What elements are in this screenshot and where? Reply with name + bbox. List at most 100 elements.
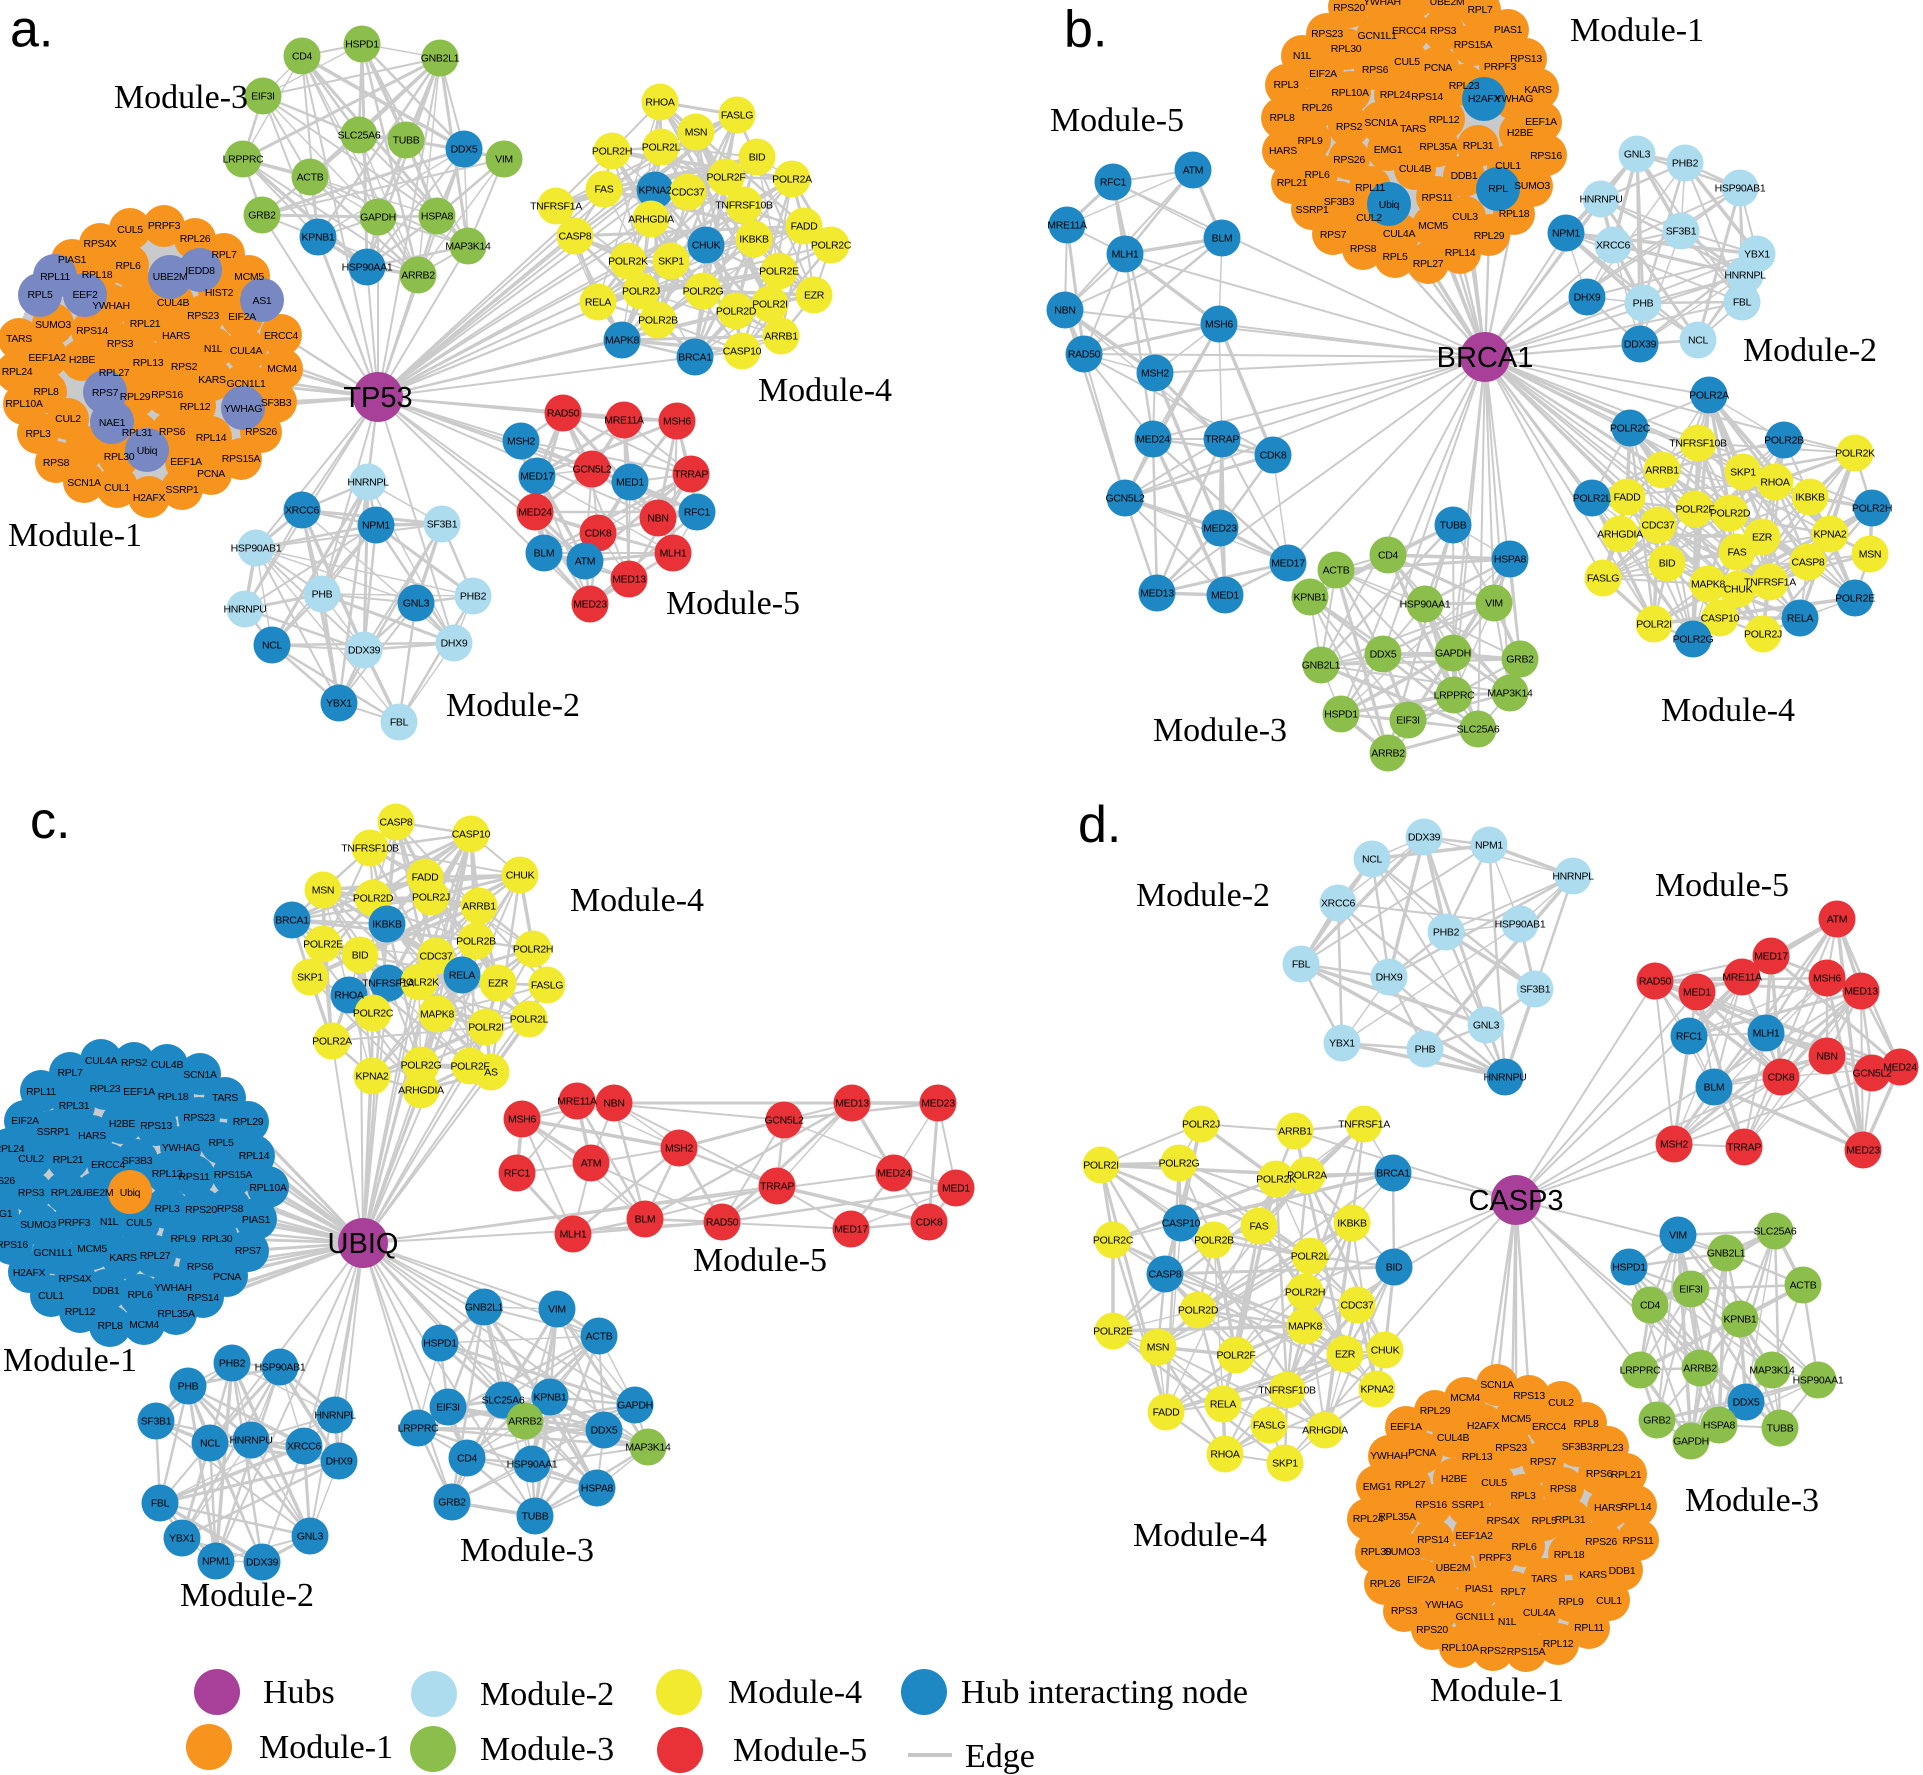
svg-text:RPL11: RPL11	[26, 1086, 56, 1098]
svg-text:MED1: MED1	[616, 477, 644, 489]
svg-text:RPL26: RPL26	[1302, 102, 1333, 114]
svg-text:CHUK: CHUK	[692, 240, 721, 252]
svg-text:RPL14: RPL14	[196, 432, 227, 444]
svg-text:POLR2G: POLR2G	[683, 286, 724, 298]
svg-text:Module-2: Module-2	[446, 687, 580, 724]
svg-text:SLC25A6: SLC25A6	[482, 1395, 525, 1407]
svg-text:ARHGDIA: ARHGDIA	[1597, 529, 1643, 541]
svg-text:RAD50: RAD50	[1639, 976, 1672, 988]
svg-text:BRCA1: BRCA1	[1437, 342, 1534, 374]
svg-text:CUL4B: CUL4B	[151, 1059, 184, 1071]
svg-text:POLR2H: POLR2H	[1852, 503, 1892, 515]
svg-text:POLR2H: POLR2H	[1285, 1287, 1325, 1299]
svg-text:GNB2L1: GNB2L1	[1707, 1248, 1746, 1260]
svg-text:a.: a.	[10, 1, 53, 59]
svg-text:NBN: NBN	[647, 513, 668, 525]
svg-text:CUL4A: CUL4A	[1383, 228, 1416, 240]
svg-text:MAPK8: MAPK8	[420, 1009, 455, 1021]
svg-text:POLR2L: POLR2L	[1573, 493, 1612, 505]
svg-text:KPNA2: KPNA2	[356, 1071, 389, 1083]
svg-text:MSN: MSN	[312, 885, 334, 897]
svg-text:RPL29: RPL29	[1420, 1405, 1451, 1417]
svg-text:RPL14: RPL14	[239, 1150, 270, 1162]
svg-text:ATM: ATM	[575, 556, 596, 568]
svg-text:Module-2: Module-2	[1136, 877, 1270, 914]
svg-text:UBIQ: UBIQ	[328, 1228, 399, 1260]
svg-text:MAPK8: MAPK8	[1288, 1321, 1323, 1333]
svg-text:MED13: MED13	[1844, 986, 1878, 998]
svg-text:Module-4: Module-4	[1133, 1517, 1267, 1554]
svg-text:Hubs: Hubs	[263, 1674, 335, 1711]
svg-text:LRPPRC: LRPPRC	[398, 1423, 440, 1435]
svg-text:RPS2: RPS2	[121, 1057, 148, 1069]
svg-text:HARS: HARS	[1594, 1502, 1622, 1514]
svg-text:PHB2: PHB2	[1433, 927, 1460, 939]
svg-text:HSPD1: HSPD1	[1324, 709, 1358, 721]
svg-text:RPL21: RPL21	[130, 318, 161, 330]
svg-text:DDB1: DDB1	[1451, 170, 1478, 182]
svg-text:Module-2: Module-2	[180, 1577, 314, 1614]
svg-text:EIF2A: EIF2A	[1309, 68, 1337, 80]
svg-text:RPS20: RPS20	[185, 1204, 217, 1216]
svg-text:RPL7: RPL7	[57, 1067, 83, 1079]
svg-text:Module-2: Module-2	[480, 1676, 614, 1713]
svg-text:ARHGDIA: ARHGDIA	[628, 214, 674, 226]
svg-text:PCNA: PCNA	[197, 468, 225, 480]
svg-text:MED1: MED1	[1683, 987, 1711, 999]
svg-text:PIAS1: PIAS1	[242, 1214, 271, 1226]
svg-text:RPL3: RPL3	[1273, 79, 1299, 91]
svg-text:POLR2C: POLR2C	[811, 240, 852, 252]
svg-text:DDX39: DDX39	[246, 1557, 279, 1569]
svg-text:RPL6: RPL6	[1511, 1541, 1537, 1553]
svg-text:CDK8: CDK8	[1768, 1072, 1795, 1084]
svg-text:IKBKB: IKBKB	[1795, 492, 1825, 504]
svg-text:ARRB2: ARRB2	[1683, 1363, 1717, 1375]
svg-text:DHX9: DHX9	[441, 638, 468, 650]
svg-text:MLH1: MLH1	[560, 1229, 587, 1241]
svg-text:Module-4: Module-4	[758, 372, 892, 409]
svg-text:EEF1A: EEF1A	[170, 456, 202, 468]
svg-text:RPL7: RPL7	[211, 249, 237, 261]
svg-text:RPL30: RPL30	[104, 451, 135, 463]
svg-text:RPS7: RPS7	[1320, 229, 1347, 241]
svg-text:EIF3I: EIF3I	[436, 1402, 460, 1414]
svg-text:Module-5: Module-5	[733, 1732, 867, 1769]
svg-text:POLR2E: POLR2E	[1835, 593, 1875, 605]
svg-text:MED24: MED24	[877, 1168, 911, 1180]
svg-text:MRE11A: MRE11A	[1722, 972, 1762, 984]
svg-text:HSP90AA1: HSP90AA1	[1793, 1375, 1844, 1387]
svg-text:ARRB2: ARRB2	[508, 1416, 542, 1428]
svg-text:EMG1: EMG1	[1363, 1481, 1392, 1493]
svg-text:EZR: EZR	[1335, 1349, 1356, 1361]
svg-text:RPS26: RPS26	[0, 1175, 15, 1187]
svg-text:MSH2: MSH2	[1660, 1139, 1688, 1151]
svg-text:SUMO3: SUMO3	[1514, 180, 1550, 192]
svg-text:RPL8: RPL8	[97, 1320, 123, 1332]
svg-text:XRCC6: XRCC6	[285, 505, 320, 517]
svg-text:POLR2D: POLR2D	[1710, 508, 1751, 520]
svg-text:FBL: FBL	[1292, 959, 1311, 971]
svg-text:ARRB1: ARRB1	[462, 901, 496, 913]
svg-text:RPS15A: RPS15A	[222, 453, 261, 465]
svg-text:RPL31: RPL31	[122, 427, 153, 439]
svg-text:MCM4: MCM4	[267, 363, 297, 375]
svg-text:RPL31: RPL31	[1555, 1514, 1586, 1526]
svg-text:RPL21: RPL21	[1611, 1469, 1642, 1481]
svg-text:POLR2I: POLR2I	[1083, 1160, 1119, 1172]
svg-text:CUL1: CUL1	[104, 482, 130, 494]
svg-text:RPL14: RPL14	[1445, 247, 1476, 259]
svg-text:MSH6: MSH6	[1813, 973, 1841, 985]
svg-text:DHX9: DHX9	[1574, 292, 1601, 304]
svg-text:YWHAH: YWHAH	[154, 1282, 192, 1294]
svg-text:MAP3K14: MAP3K14	[1487, 688, 1533, 700]
svg-text:POLR2J: POLR2J	[1744, 629, 1782, 641]
svg-text:POLR2I: POLR2I	[752, 299, 788, 311]
svg-text:RPS16: RPS16	[1530, 150, 1562, 162]
svg-text:YWHAG: YWHAG	[1495, 93, 1533, 105]
svg-text:RPL10A: RPL10A	[1331, 87, 1369, 99]
svg-text:MSH6: MSH6	[663, 416, 691, 428]
svg-text:RELA: RELA	[1210, 1399, 1237, 1411]
svg-text:POLR2K: POLR2K	[1256, 1174, 1296, 1186]
svg-text:RPS14: RPS14	[1411, 91, 1443, 103]
svg-text:HSPD1: HSPD1	[345, 39, 379, 51]
